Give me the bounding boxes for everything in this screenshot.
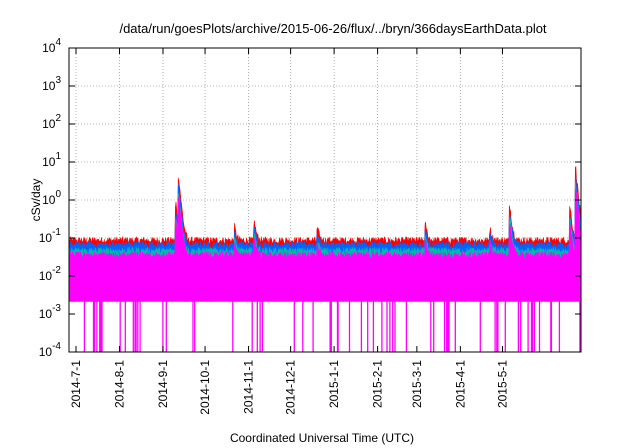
y-tick-exponent: 0 — [55, 189, 61, 200]
floor-gap — [69, 301, 581, 352]
x-tick-label: 2015-5-1 — [495, 360, 509, 408]
x-axis: 2014-7-1 2014-8-1 2014-9-1 2014-10-1 2014-11… — [69, 48, 509, 415]
x-tick-label: 2015-1-1 — [327, 360, 341, 408]
y-tick-label: 10-1 — [39, 227, 62, 245]
y-tick-label: 102 — [42, 113, 61, 131]
y-tick-label: 100 — [42, 189, 61, 207]
x-tick-label: 2014-7-1 — [69, 360, 83, 408]
x-tick-label: 2014-8-1 — [112, 360, 126, 408]
y-tick-exponent: -1 — [52, 227, 61, 238]
y-tick-exponent: -3 — [52, 303, 61, 314]
y-tick-exponent: 1 — [55, 151, 61, 162]
x-axis-label: Coordinated Universal Time (UTC) — [230, 431, 414, 445]
chart-title: /data/run/goesPlots/archive/2015-06-26/f… — [119, 21, 546, 36]
y-tick-exponent: -4 — [52, 341, 61, 352]
x-tick-label: 2014-11-1 — [242, 360, 256, 414]
y-tick-exponent: 2 — [55, 113, 61, 124]
y-tick-exponent: 3 — [55, 75, 61, 86]
y-tick-label: 10-4 — [39, 341, 62, 359]
y-tick-label: 103 — [42, 75, 61, 93]
y-axis-label: cSv/day — [29, 179, 43, 222]
y-tick-label: 10-3 — [39, 303, 62, 321]
y-tick-exponent: 4 — [55, 37, 61, 48]
data-layer — [69, 166, 581, 352]
x-tick-label: 2015-3-1 — [410, 360, 424, 408]
x-tick-label: 2015-4-1 — [453, 360, 467, 408]
series-floor-4 — [69, 292, 581, 352]
y-tick-label: 104 — [42, 37, 61, 55]
x-tick-label: 2014-9-1 — [156, 360, 170, 408]
y-tick-label: 10-2 — [39, 265, 62, 283]
x-tick-label: 2015-2-1 — [371, 360, 385, 408]
y-tick-label: 101 — [42, 151, 61, 169]
x-tick-label: 2014-12-1 — [284, 360, 298, 415]
y-tick-exponent: -2 — [52, 265, 61, 276]
x-tick-label: 2014-10-1 — [198, 360, 212, 415]
